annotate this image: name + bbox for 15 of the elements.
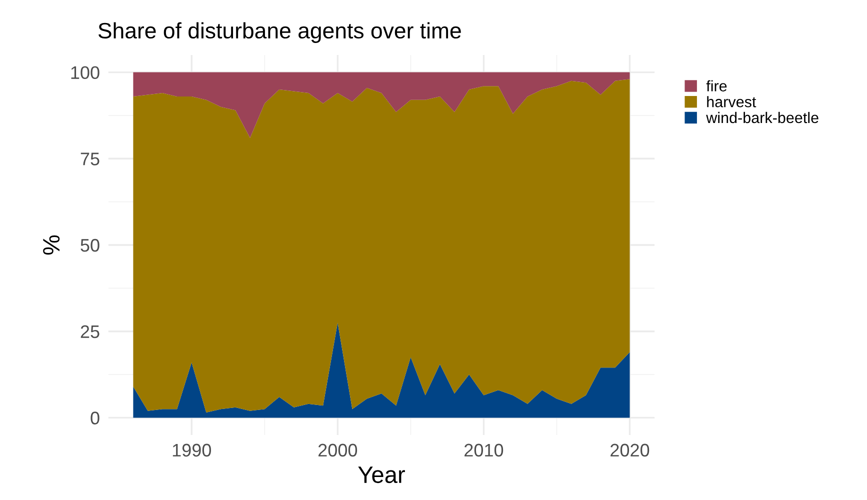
y-axis-title: % (43, 235, 60, 255)
x-tick-label: 2010 (464, 444, 504, 457)
x-tick-label: 2020 (610, 444, 650, 457)
y-tick-label: 0 (90, 412, 100, 424)
legend-label: harvest (707, 96, 756, 108)
legend-label: fire (706, 80, 727, 92)
y-tick-label: 75 (80, 152, 100, 166)
x-axis-title: Year (358, 466, 405, 484)
y-tick-label: 100 (71, 66, 100, 79)
x-tick-label: 2000 (318, 444, 358, 457)
chart-title: Share of disturbane agents over time (98, 22, 461, 43)
x-tick-label: 1990 (172, 444, 211, 457)
y-tick-label: 25 (80, 325, 100, 338)
legend-label: wind-bark-beetle (706, 112, 818, 124)
y-tick-label: 50 (80, 238, 100, 252)
